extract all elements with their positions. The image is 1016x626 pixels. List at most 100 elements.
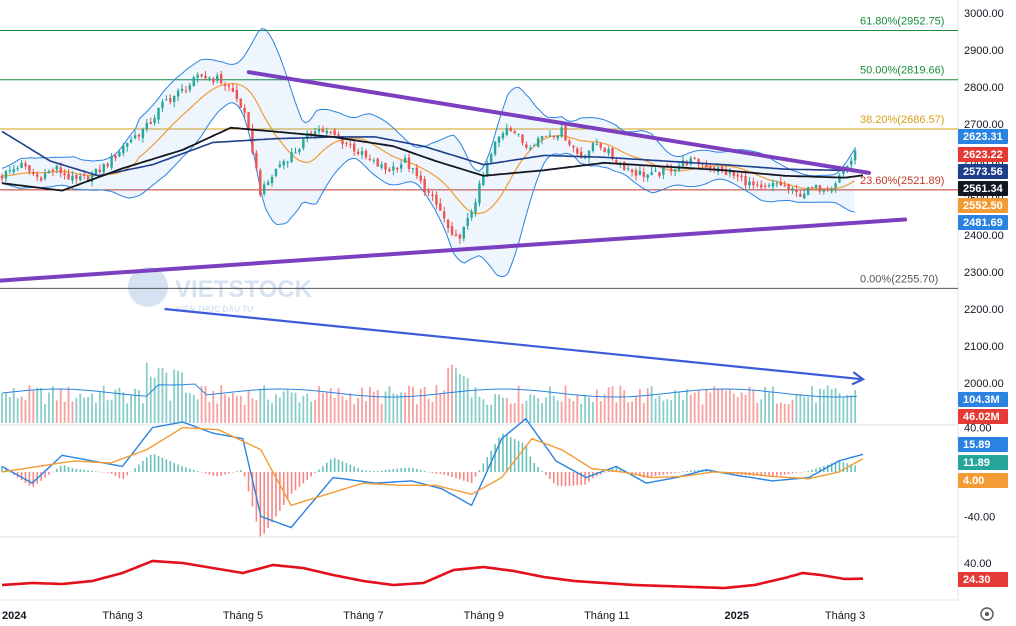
macd-histogram-bar	[40, 472, 42, 481]
chart-settings-icon[interactable]	[980, 607, 994, 621]
time-axis-label: Tháng 3	[102, 610, 142, 622]
candle-body	[552, 135, 555, 137]
candle-body	[489, 154, 493, 163]
macd-histogram-bar	[298, 472, 301, 487]
candle-body	[239, 98, 242, 108]
volume-bar	[138, 390, 140, 423]
volume-bar	[748, 386, 751, 423]
macd-histogram-bar	[466, 472, 469, 482]
macd-histogram-bar	[130, 471, 132, 473]
volume-bar	[670, 399, 673, 423]
candle-body	[536, 138, 540, 147]
price-axis-tick: 2300.00	[964, 267, 1004, 279]
volume-bar	[666, 399, 669, 423]
candle-body	[157, 107, 160, 120]
macd-histogram-bar	[412, 467, 414, 472]
candle-body	[454, 234, 458, 236]
candle-body	[673, 169, 677, 172]
candle-body	[623, 161, 626, 170]
macd-histogram-bar	[439, 472, 442, 474]
volume-bar	[478, 396, 481, 423]
candle-body	[568, 140, 571, 145]
macd-histogram-bar	[161, 457, 164, 472]
macd-histogram-bar	[196, 471, 199, 472]
bollinger-bands	[1, 27, 855, 278]
candle-body	[470, 211, 473, 218]
candle-body	[810, 187, 814, 189]
macd-histogram-bar	[572, 472, 575, 486]
macd-badge: 11.89	[963, 457, 990, 469]
macd-histogram-bar	[75, 468, 78, 472]
macd-histogram-bar	[447, 472, 449, 476]
volume-bar	[87, 396, 89, 423]
candle-body	[63, 172, 66, 176]
volume-bar	[259, 388, 262, 423]
candle-body	[129, 139, 133, 143]
candle-body	[208, 77, 211, 79]
candle-body	[603, 148, 606, 153]
macd-histogram-bar	[783, 472, 786, 475]
volume-bar	[134, 388, 136, 423]
volume-bar	[768, 392, 770, 423]
volume-bar	[850, 395, 853, 423]
candle-body	[325, 130, 329, 134]
time-axis-label: Tháng 3	[825, 610, 865, 622]
volume-bar	[772, 386, 774, 423]
macd-histogram-bar	[216, 472, 219, 477]
macd-histogram-bar	[372, 471, 375, 472]
macd-histogram-bar	[584, 472, 586, 485]
macd-histogram-bar	[79, 469, 82, 472]
candle-body	[270, 176, 274, 184]
volume-bar	[302, 395, 305, 423]
candle-body	[779, 181, 782, 186]
macd-histogram-bar	[224, 472, 226, 475]
volume-bar	[196, 399, 199, 423]
macd-histogram-bar	[114, 472, 117, 476]
candle-body	[24, 163, 27, 167]
candle-body	[219, 73, 223, 84]
macd-histogram-bar	[678, 472, 680, 473]
price-axis-tick: 2200.00	[964, 304, 1004, 316]
volume-bar	[216, 403, 219, 423]
candle-body	[838, 175, 841, 183]
macd-histogram-bar	[631, 472, 633, 474]
candle-body	[309, 132, 313, 135]
macd-histogram-bar	[603, 472, 606, 473]
macd-histogram-bar	[365, 470, 367, 472]
volume-bar	[537, 398, 540, 423]
watermark-tagline: KIẾN THỨC ĐẦU TƯ	[176, 304, 254, 314]
descending-resistance-trendline	[246, 70, 871, 175]
volume-bar	[396, 394, 399, 423]
candle-body	[200, 74, 203, 77]
macd-histogram-bar	[5, 469, 7, 472]
volume-bar	[498, 394, 500, 423]
volume-bar	[345, 399, 348, 423]
volume-bar	[513, 403, 516, 423]
candle-body	[118, 152, 121, 157]
volume-bar	[83, 397, 86, 423]
macd-histogram-bar	[106, 472, 109, 473]
candle-body	[814, 184, 818, 189]
volume-bar	[263, 385, 266, 423]
candle-body	[548, 135, 552, 137]
macd-histogram-bar	[189, 468, 191, 472]
candle-body	[446, 219, 450, 229]
macd-histogram-bar	[556, 472, 559, 486]
macd-histogram-bar	[87, 470, 89, 472]
macd-histogram-bar	[513, 439, 516, 472]
macd-histogram-bar	[482, 463, 485, 472]
candle-body	[662, 167, 665, 175]
candle-body	[411, 168, 415, 170]
volume-bar	[572, 401, 575, 423]
volume-bar	[91, 393, 93, 423]
candle-body	[180, 88, 184, 91]
candle-body	[110, 155, 113, 168]
candle-body	[8, 170, 12, 172]
volume-badge: 104.3M	[963, 394, 1000, 406]
macd-histogram-bar	[306, 472, 309, 480]
candle-body	[513, 131, 516, 134]
candle-body	[94, 168, 98, 175]
macd-histogram-bar	[756, 472, 759, 476]
volume-bar	[819, 388, 821, 423]
arrow-head-icon	[851, 371, 866, 386]
